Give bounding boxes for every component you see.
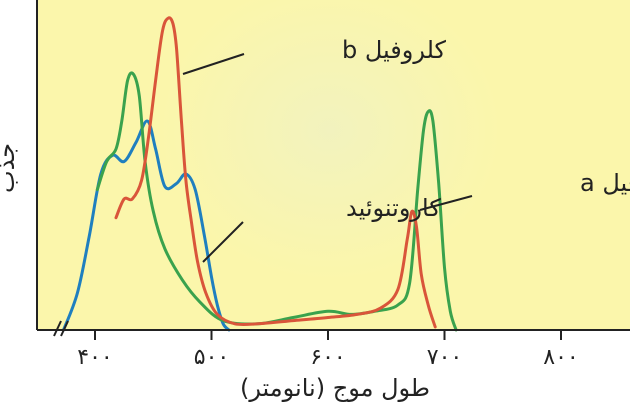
x-ticks: ۴۰۰ ۵۰۰ ۶۰۰ ۷۰۰ ۸۰۰ [77, 330, 579, 370]
x-tick-label-700: ۷۰۰ [427, 345, 462, 370]
chlorophyll-b-callout: کلروفیل b [182, 36, 447, 75]
axis-break-stroke-2 [60, 320, 69, 337]
chlorophyll-b-line [114, 16, 437, 329]
x-tick-label-600: ۶۰۰ [310, 345, 345, 370]
chlorophyll-b-label: کلروفیل b [342, 36, 447, 64]
carotenoid-leader-line [202, 221, 244, 263]
chlorophyll-a-callout: کلروفیل a [419, 169, 630, 211]
axis-break-mark [53, 320, 69, 337]
x-tick-label-400: ۴۰۰ [77, 345, 112, 370]
y-axis-title: جذب [0, 143, 20, 193]
x-tick-label-500: ۵۰۰ [194, 345, 229, 370]
series-layer [62, 16, 458, 332]
chlorophyll-a-label: کلروفیل a [580, 169, 630, 197]
x-axis-title: طول موج (نانومتر) [240, 374, 430, 402]
chlorophyll-a-leader-line [419, 195, 473, 211]
axis-break-stroke-1 [53, 320, 62, 337]
chlorophyll-a-line [95, 71, 458, 332]
x-tick-label-800: ۸۰۰ [543, 345, 578, 370]
chlorophyll-b-leader-line [182, 53, 245, 75]
